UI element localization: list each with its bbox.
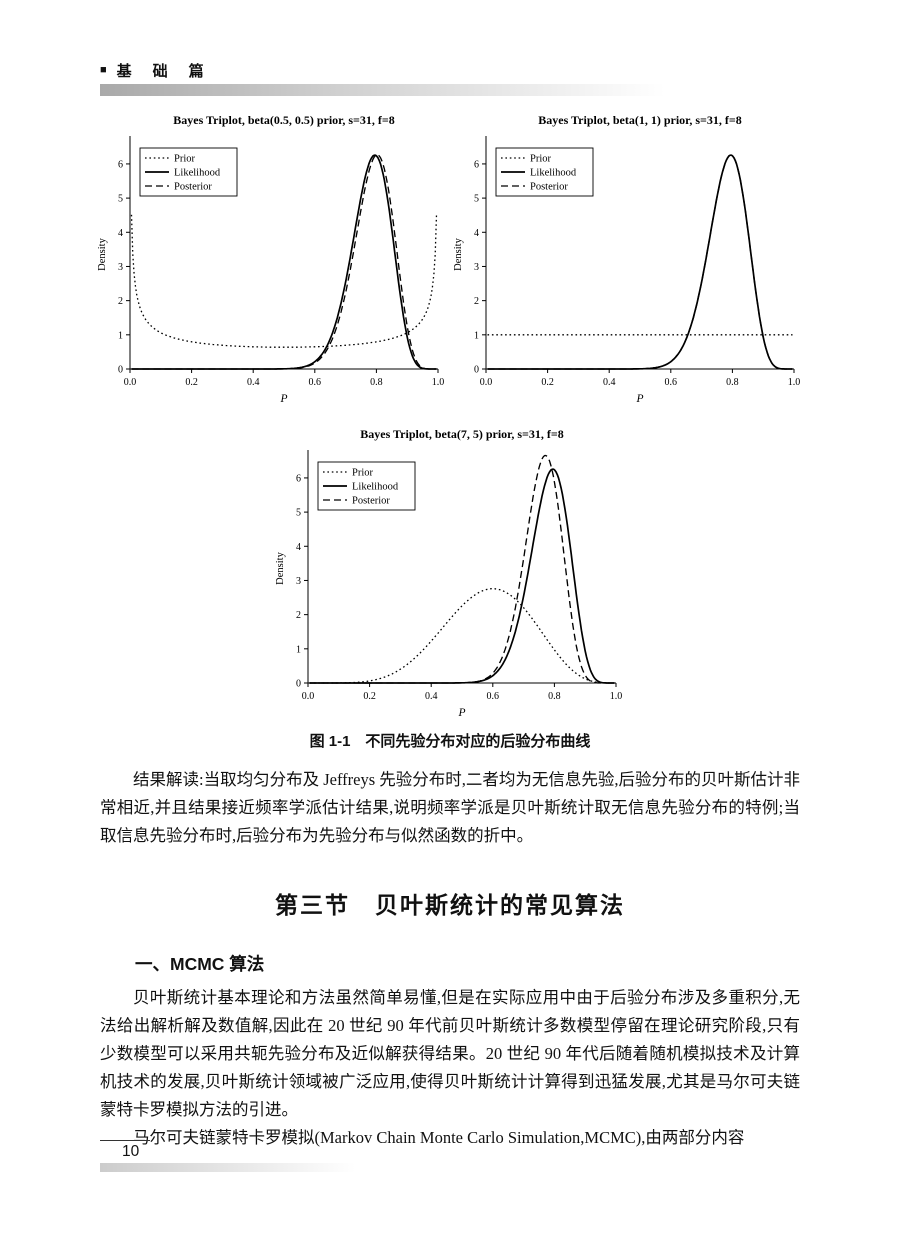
svg-text:3: 3	[296, 576, 301, 587]
svg-text:P: P	[457, 707, 465, 719]
section-marker-icon: ■	[100, 64, 107, 76]
svg-text:6: 6	[296, 473, 301, 484]
header-line: ■ 基 础 篇	[100, 60, 800, 81]
svg-text:0.2: 0.2	[541, 377, 554, 388]
svg-text:6: 6	[118, 159, 123, 170]
svg-text:Posterior: Posterior	[174, 182, 212, 193]
section-title: 第三节 贝叶斯统计的常见算法	[275, 892, 625, 918]
svg-text:4: 4	[118, 228, 123, 239]
svg-text:0.8: 0.8	[548, 691, 561, 702]
svg-text:0: 0	[474, 365, 479, 376]
chart-svg: Bayes Triplot, beta(0.5, 0.5) prior, s=3…	[97, 113, 445, 405]
svg-text:Bayes Triplot, beta(1, 1) prio: Bayes Triplot, beta(1, 1) prior, s=31, f…	[538, 113, 741, 127]
svg-text:1: 1	[118, 330, 123, 341]
svg-text:2: 2	[296, 610, 301, 621]
svg-text:0.2: 0.2	[185, 377, 198, 388]
svg-text:3: 3	[118, 262, 123, 273]
svg-text:Posterior: Posterior	[530, 182, 568, 193]
svg-text:0: 0	[118, 365, 123, 376]
svg-text:Density: Density	[97, 237, 108, 270]
svg-text:5: 5	[118, 194, 123, 205]
page-header: ■ 基 础 篇	[100, 60, 800, 96]
svg-text:1.0: 1.0	[432, 377, 445, 388]
svg-text:0.4: 0.4	[425, 691, 438, 702]
svg-text:0.8: 0.8	[370, 377, 383, 388]
paragraph-mcmc-definition: 马尔可夫链蒙特卡罗模拟(Markov Chain Monte Carlo Sim…	[133, 1128, 745, 1147]
paragraph-mcmc-intro: 贝叶斯统计基本理论和方法虽然简单易懂,但是在实际应用中由于后验分布涉及多重积分,…	[100, 988, 800, 1119]
svg-text:P: P	[279, 393, 287, 405]
page-footer: 10	[100, 1140, 440, 1172]
page-number: 10	[122, 1143, 140, 1160]
svg-text:0.8: 0.8	[726, 377, 739, 388]
svg-text:5: 5	[296, 508, 301, 519]
svg-text:Density: Density	[275, 551, 286, 584]
subsection-title: 一、MCMC 算法	[135, 954, 265, 974]
svg-text:0.0: 0.0	[124, 377, 137, 388]
chart-svg: Bayes Triplot, beta(7, 5) prior, s=31, f…	[275, 427, 623, 719]
svg-text:Bayes Triplot, beta(0.5, 0.5): Bayes Triplot, beta(0.5, 0.5) prior, s=3…	[173, 113, 394, 127]
svg-text:0.0: 0.0	[480, 377, 493, 388]
svg-text:Prior: Prior	[352, 468, 374, 479]
svg-text:6: 6	[474, 159, 479, 170]
svg-text:P: P	[635, 393, 643, 405]
svg-text:5: 5	[474, 194, 479, 205]
svg-text:2: 2	[474, 296, 479, 307]
svg-text:Likelihood: Likelihood	[352, 482, 399, 493]
svg-text:0.0: 0.0	[302, 691, 315, 702]
section-label: 基 础 篇	[116, 63, 207, 80]
svg-text:Likelihood: Likelihood	[530, 168, 577, 179]
svg-text:Prior: Prior	[174, 154, 196, 165]
chart-bayes-triplot-beta-05-05: Bayes Triplot, beta(0.5, 0.5) prior, s=3…	[94, 106, 450, 416]
svg-text:0.6: 0.6	[665, 377, 678, 388]
body-paragraphs: 贝叶斯统计基本理论和方法虽然简单易懂,但是在实际应用中由于后验分布涉及多重积分,…	[100, 984, 800, 1152]
svg-text:Likelihood: Likelihood	[174, 168, 221, 179]
svg-text:1: 1	[296, 644, 301, 655]
figure-row-bottom: Bayes Triplot, beta(7, 5) prior, s=31, f…	[0, 420, 900, 730]
svg-text:1: 1	[474, 330, 479, 341]
svg-text:0.4: 0.4	[603, 377, 616, 388]
svg-text:4: 4	[474, 228, 479, 239]
figure-caption: 图 1-1 不同先验分布对应的后验分布曲线	[309, 733, 591, 750]
svg-text:Posterior: Posterior	[352, 496, 390, 507]
paragraph-interpretation: 结果解读:当取均匀分布及 Jeffreys 先验分布时,二者均为无信息先验,后验…	[100, 770, 801, 845]
svg-text:0.4: 0.4	[247, 377, 260, 388]
svg-text:0: 0	[296, 679, 301, 690]
svg-text:0.6: 0.6	[487, 691, 500, 702]
svg-text:2: 2	[118, 296, 123, 307]
svg-text:Density: Density	[453, 237, 464, 270]
svg-text:1.0: 1.0	[610, 691, 623, 702]
svg-text:3: 3	[474, 262, 479, 273]
chart-bayes-triplot-beta-7-5: Bayes Triplot, beta(7, 5) prior, s=31, f…	[272, 420, 628, 730]
footer-gradient-bar	[100, 1163, 420, 1172]
footer-rule	[100, 1140, 150, 1141]
svg-text:0.2: 0.2	[363, 691, 376, 702]
chart-bayes-triplot-beta-1-1: Bayes Triplot, beta(1, 1) prior, s=31, f…	[450, 106, 806, 416]
svg-text:4: 4	[296, 542, 301, 553]
svg-text:Bayes Triplot, beta(7, 5) prio: Bayes Triplot, beta(7, 5) prior, s=31, f…	[360, 427, 563, 441]
figure-row-top: Bayes Triplot, beta(0.5, 0.5) prior, s=3…	[0, 106, 900, 416]
svg-text:1.0: 1.0	[788, 377, 801, 388]
chart-svg: Bayes Triplot, beta(1, 1) prior, s=31, f…	[453, 113, 801, 405]
header-gradient-bar	[100, 84, 765, 96]
svg-text:0.6: 0.6	[309, 377, 322, 388]
svg-text:Prior: Prior	[530, 154, 552, 165]
